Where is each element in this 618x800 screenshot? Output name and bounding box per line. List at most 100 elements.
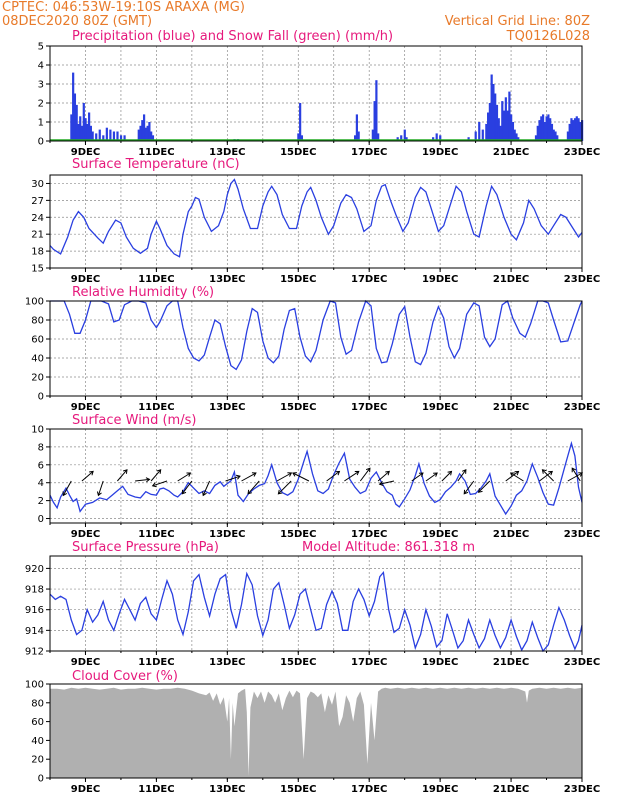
- wind-arrow-head: [335, 470, 341, 476]
- x-tick-label: 21DEC: [493, 529, 529, 540]
- precip-bar: [70, 114, 73, 141]
- x-tick-label: 17DEC: [351, 784, 387, 795]
- y-tick-label: 100: [25, 297, 44, 308]
- wind-arrow-head: [181, 489, 187, 495]
- precip-bar: [547, 114, 550, 141]
- y-tick-label: 4: [38, 478, 44, 489]
- precip-bar: [577, 118, 580, 141]
- precip-bar: [554, 131, 557, 141]
- wind-arrow-head: [62, 491, 68, 497]
- precip-bar: [300, 135, 304, 141]
- precip-bar: [570, 118, 573, 141]
- series-line: [49, 570, 583, 653]
- y-tick-label: 30: [31, 179, 44, 190]
- wind-arrow: [478, 480, 491, 493]
- precip-bar: [79, 116, 82, 141]
- x-tick-label: 9DEC: [71, 274, 100, 285]
- precip-bar: [123, 135, 126, 141]
- y-tick-label: 8: [38, 442, 44, 453]
- precip-bar: [497, 118, 500, 141]
- wind-arrow: [276, 472, 292, 482]
- wind-arrow-head: [433, 472, 438, 477]
- wind-arrow-head: [548, 470, 553, 476]
- precip-bar: [490, 74, 493, 141]
- x-tick-label: 11DEC: [138, 402, 174, 413]
- x-tick-label: 21DEC: [493, 784, 529, 795]
- x-tick-label: 17DEC: [351, 402, 387, 413]
- x-tick-label: 13DEC: [209, 784, 245, 795]
- wind-arrow: [359, 467, 371, 482]
- precip-bar: [377, 133, 380, 141]
- wind-arrow: [326, 470, 340, 482]
- panel-title-pressure: Surface Pressure (hPa): [72, 540, 219, 555]
- precip-bar: [150, 131, 153, 141]
- x-tick-label: 17DEC: [351, 529, 387, 540]
- precip-bar: [109, 129, 112, 141]
- precip-bar: [579, 122, 582, 141]
- y-tick-label: 918: [25, 585, 44, 596]
- y-tick-label: 0: [38, 392, 44, 403]
- y-tick-label: 80: [31, 698, 44, 709]
- x-tick-label: 9DEC: [71, 657, 100, 668]
- precip-bar: [141, 120, 144, 141]
- plot-frame: [49, 174, 583, 269]
- y-tick-label: 100: [25, 680, 44, 691]
- precip-bar: [492, 84, 495, 141]
- y-tick-label: 912: [25, 647, 44, 658]
- x-tick-label: 19DEC: [422, 784, 458, 795]
- x-tick-label: 13DEC: [209, 147, 245, 158]
- precip-bar: [139, 125, 142, 141]
- header-location: CPTEC: 046:53W-19:10S ARAXA (MG): [2, 0, 245, 15]
- x-tick-label: 23DEC: [564, 147, 600, 158]
- precip-bar: [499, 125, 502, 141]
- x-tick-label: 17DEC: [351, 147, 387, 158]
- x-tick-label: 15DEC: [280, 529, 316, 540]
- precip-bar: [573, 118, 577, 141]
- wind-arrow: [202, 480, 211, 496]
- precip-bar: [515, 133, 518, 141]
- wind-arrow: [411, 472, 424, 482]
- y-tick-label: 40: [31, 354, 44, 365]
- precip-bar: [355, 114, 358, 141]
- precip-bar: [405, 137, 408, 141]
- precip-bar: [575, 116, 578, 141]
- series-line: [49, 178, 583, 258]
- y-tick-label: 4: [38, 61, 44, 72]
- precip-bar: [142, 114, 146, 141]
- x-tick-label: 23DEC: [564, 402, 600, 413]
- x-tick-label: 13DEC: [209, 274, 245, 285]
- precip-bar: [502, 110, 506, 141]
- wind-arrow: [510, 472, 524, 482]
- panel-title-wind: Surface Wind (m/s): [72, 413, 196, 428]
- precip-bar: [495, 104, 499, 141]
- plot-frame: [49, 45, 583, 142]
- panel-2: 0 20 40 60 80 100 9DEC 11DEC 13DEC 15DEC 17DEC 19DE…: [25, 297, 600, 414]
- wind-arrow-head: [385, 470, 390, 476]
- x-tick-label: 9DEC: [71, 147, 100, 158]
- precip-bar: [371, 129, 374, 141]
- wind-arrow: [567, 472, 583, 482]
- x-tick-label: 9DEC: [71, 402, 100, 413]
- wind-arrow: [177, 472, 191, 482]
- precip-bar: [75, 104, 78, 141]
- precip-bar: [396, 137, 399, 141]
- wind-arrow-head: [156, 469, 162, 474]
- wind-arrow-head: [418, 472, 424, 477]
- cloud-area: [50, 687, 582, 778]
- y-tick-label: 21: [31, 230, 44, 241]
- precip-bar: [543, 122, 546, 141]
- wind-arrow-head: [96, 491, 102, 497]
- precip-bar: [487, 112, 490, 141]
- wind-arrow-head: [378, 481, 384, 487]
- wind-arrow-head: [277, 489, 283, 495]
- y-tick-label: 60: [31, 335, 44, 346]
- panel-title-precipitation: Precipitation (blue) and Snow Fall (gree…: [72, 29, 393, 44]
- precip-bar: [112, 131, 116, 141]
- wind-arrow-head: [202, 491, 207, 497]
- x-tick-label: 23DEC: [564, 274, 600, 285]
- plot-frame: [49, 428, 583, 524]
- wind-arrow-head: [251, 472, 257, 477]
- precip-bar: [119, 135, 123, 141]
- x-tick-label: 11DEC: [138, 784, 174, 795]
